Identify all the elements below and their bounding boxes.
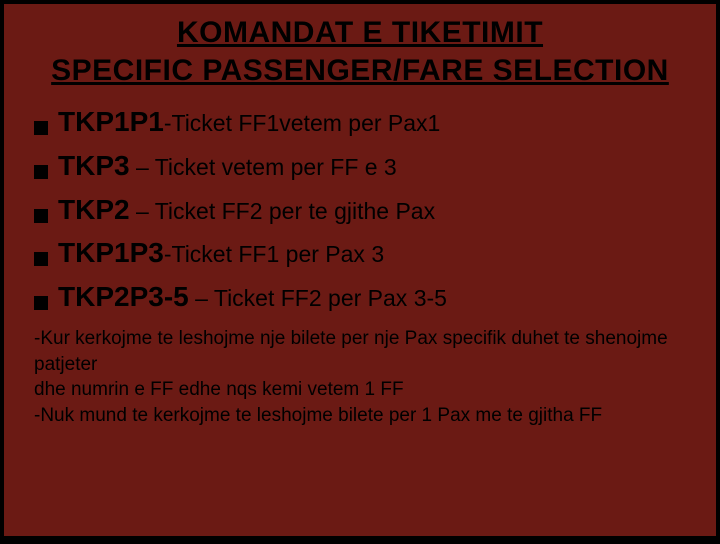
list-item: TKP3 – Ticket vetem per FF e 3	[34, 147, 686, 185]
note-line: dhe numrin e FF edhe nqs kemi vetem 1 FF	[34, 377, 686, 403]
command-code: TKP1P3	[58, 237, 164, 268]
notes-block: -Kur kerkojme te leshojme nje bilete per…	[34, 326, 686, 429]
command-code: TKP1P1	[58, 106, 164, 137]
list-item-content: TKP2 – Ticket FF2 per te gjithe Pax	[58, 191, 435, 229]
list-item: TKP1P1-Ticket FF1vetem per Pax1	[34, 103, 686, 141]
square-bullet-icon	[34, 252, 48, 266]
command-code: TKP3	[58, 150, 130, 181]
slide: KOMANDAT E TIKETIMIT SPECIFIC PASSENGER/…	[4, 4, 716, 536]
title-line-2: SPECIFIC PASSENGER/FARE SELECTION	[34, 52, 686, 90]
title-line-1: KOMANDAT E TIKETIMIT	[34, 14, 686, 52]
slide-title: KOMANDAT E TIKETIMIT SPECIFIC PASSENGER/…	[34, 14, 686, 89]
command-code: TKP2P3-5	[58, 281, 189, 312]
list-item: TKP1P3-Ticket FF1 per Pax 3	[34, 234, 686, 272]
command-desc: Ticket FF2 per te gjithe Pax	[155, 198, 435, 224]
command-desc: Ticket FF2 per Pax 3-5	[214, 285, 447, 311]
square-bullet-icon	[34, 165, 48, 179]
command-sep: –	[130, 198, 155, 224]
command-sep: -	[164, 241, 172, 267]
command-list: TKP1P1-Ticket FF1vetem per Pax1 TKP3 – T…	[34, 103, 686, 316]
square-bullet-icon	[34, 121, 48, 135]
square-bullet-icon	[34, 209, 48, 223]
command-sep: -	[164, 110, 172, 136]
command-desc: Ticket FF1vetem per Pax1	[172, 110, 441, 136]
command-desc: Ticket FF1 per Pax 3	[172, 241, 385, 267]
command-desc: Ticket vetem per FF e 3	[155, 154, 397, 180]
note-line: -Nuk mund te kerkojme te leshojme bilete…	[34, 403, 686, 429]
command-sep: –	[130, 154, 155, 180]
command-sep: –	[189, 285, 214, 311]
square-bullet-icon	[34, 296, 48, 310]
list-item-content: TKP1P3-Ticket FF1 per Pax 3	[58, 234, 384, 272]
list-item-content: TKP3 – Ticket vetem per FF e 3	[58, 147, 397, 185]
command-code: TKP2	[58, 194, 130, 225]
list-item-content: TKP1P1-Ticket FF1vetem per Pax1	[58, 103, 440, 141]
list-item-content: TKP2P3-5 – Ticket FF2 per Pax 3-5	[58, 278, 447, 316]
note-line: -Kur kerkojme te leshojme nje bilete per…	[34, 326, 686, 377]
list-item: TKP2P3-5 – Ticket FF2 per Pax 3-5	[34, 278, 686, 316]
list-item: TKP2 – Ticket FF2 per te gjithe Pax	[34, 191, 686, 229]
